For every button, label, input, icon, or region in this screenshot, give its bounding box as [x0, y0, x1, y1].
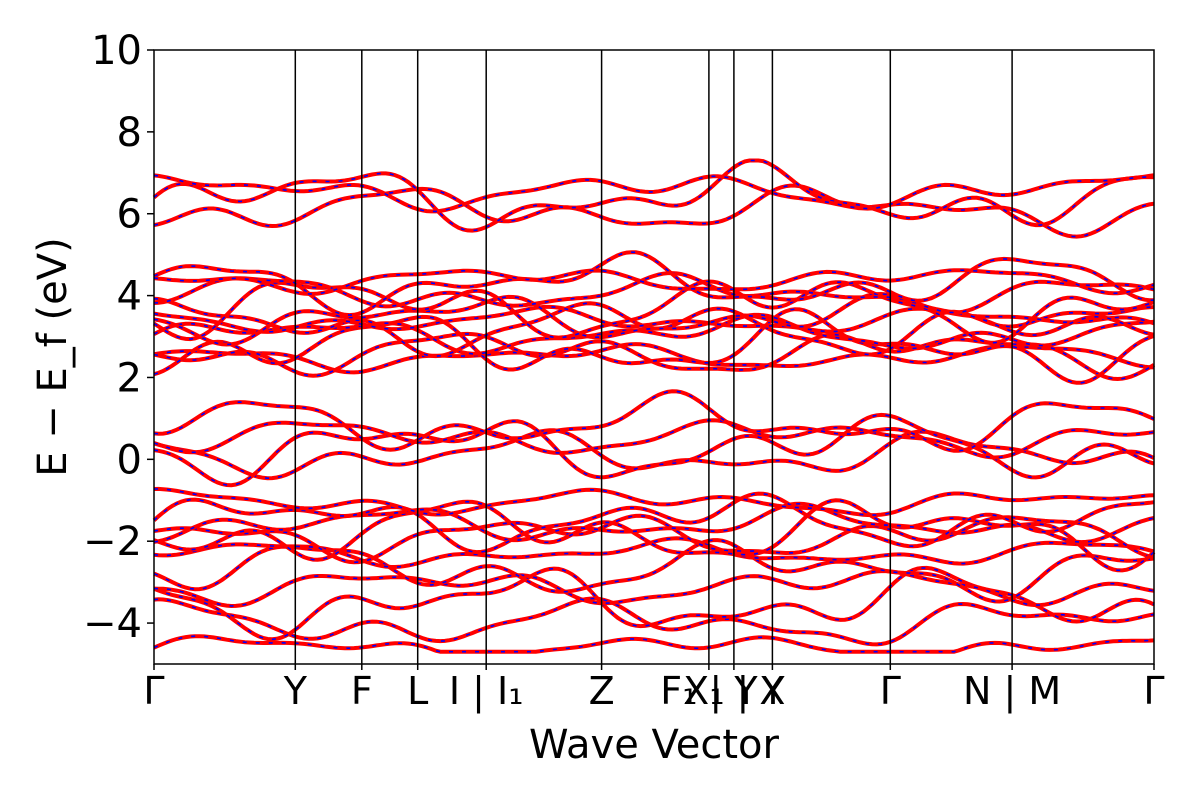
x-tick-label: F — [351, 669, 373, 713]
x-tick-label: Γ — [143, 669, 164, 713]
y-tick-label: 4 — [117, 274, 142, 320]
x-tick-label: Γ — [880, 669, 901, 713]
x-tick-label: Y — [283, 669, 308, 713]
band-line-dashed — [153, 306, 1155, 333]
band-line-dashed — [153, 539, 1155, 603]
band-line-dashed — [153, 308, 1155, 384]
band-line — [153, 173, 1155, 214]
y-tick-label: 10 — [91, 28, 142, 74]
x-tick-label: Γ — [1143, 669, 1164, 713]
band-line-dashed — [153, 537, 1155, 568]
band-line-dashed — [153, 419, 1155, 459]
band-line-dashed — [153, 635, 1155, 653]
band-line-dashed — [153, 390, 1155, 452]
x-tick-label: N | M — [963, 669, 1061, 714]
x-tick-label: I | I₁ — [449, 669, 524, 714]
high-symmetry-lines — [294, 50, 1013, 664]
band-line — [153, 291, 1155, 347]
x-tick-label: L — [407, 669, 428, 713]
x-axis-label: Wave Vector — [529, 722, 780, 768]
band-line-dashed — [153, 314, 1155, 355]
y-tick-label: −2 — [83, 519, 142, 565]
band-line-dashed — [153, 597, 1155, 646]
band-line-dashed — [153, 502, 1155, 543]
band-line — [152, 279, 1155, 345]
y-tick-label: −4 — [83, 601, 142, 647]
band-line-dashed — [153, 499, 1155, 572]
y-tick-label: 2 — [117, 355, 142, 401]
y-tick-label: 0 — [117, 437, 142, 483]
band-line — [153, 418, 1155, 460]
band-line — [152, 491, 1155, 555]
band-line-dashed — [153, 272, 1155, 314]
band-line-dashed — [153, 269, 1155, 295]
band-line — [153, 342, 1155, 375]
y-axis-ticks: −4 −2 0 2 4 6 8 10 — [83, 28, 154, 647]
plot-frame — [153, 49, 1155, 665]
y-tick-label: 6 — [117, 192, 142, 238]
y-tick-label: 8 — [117, 110, 142, 156]
band-line-dashed — [153, 184, 1155, 238]
band-line — [152, 158, 1155, 233]
bands-layer — [152, 158, 1156, 654]
band-line — [153, 389, 1155, 453]
y-axis-label: E − E_f (eV) — [30, 237, 76, 476]
band-line-dashed — [153, 514, 1155, 564]
band-line — [153, 250, 1154, 318]
band-line-dashed — [153, 488, 1155, 516]
x-tick-label: X₁ | Y — [683, 669, 785, 714]
band-line — [153, 412, 1155, 488]
band-line-dashed — [153, 297, 1155, 357]
band-line-dashed — [153, 570, 1155, 607]
x-tick-label: X — [759, 669, 785, 713]
x-tick-label: Z — [589, 669, 615, 713]
x-tick-label: F₁ | Y — [660, 669, 758, 714]
